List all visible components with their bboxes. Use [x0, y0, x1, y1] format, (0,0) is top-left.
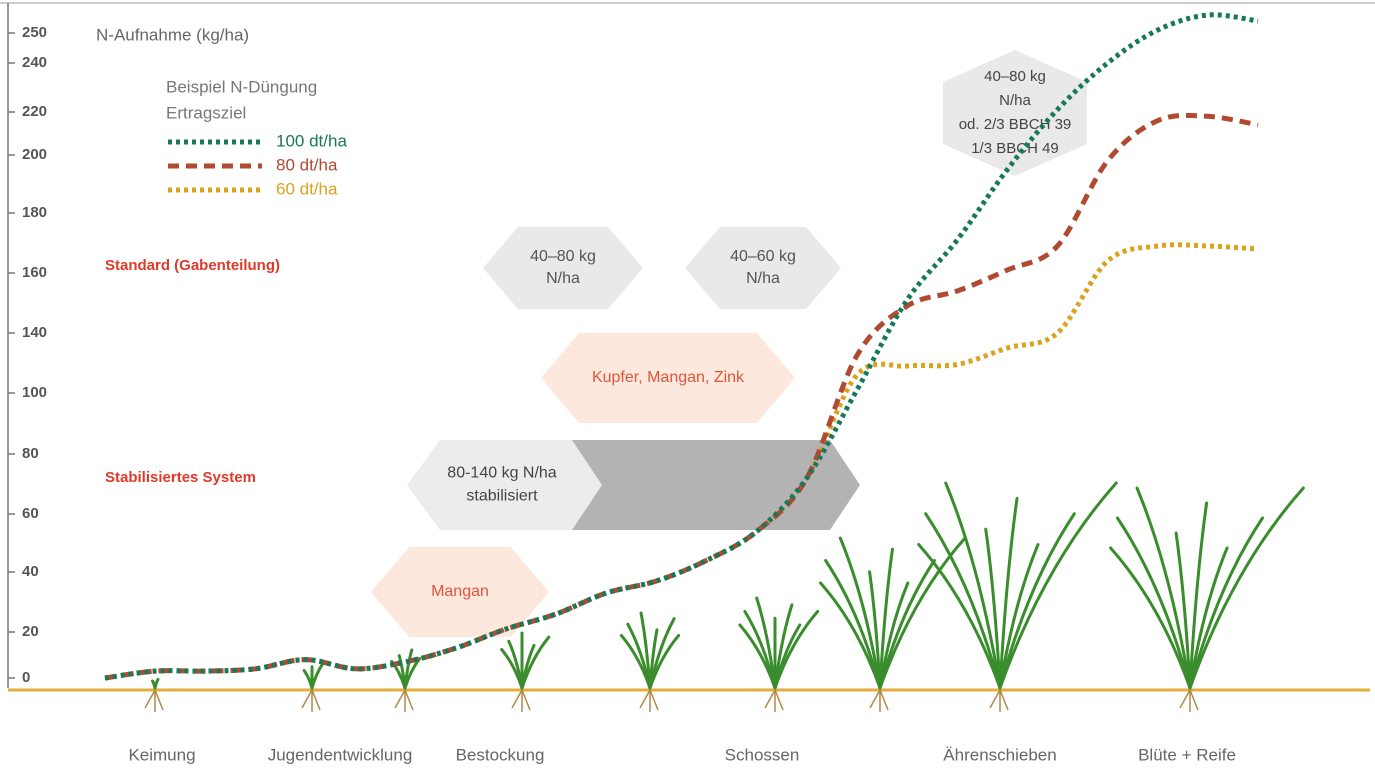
- y-tick-label: 20: [22, 623, 39, 640]
- legend-label: 60 dt/ha: [276, 179, 338, 198]
- plant: [917, 481, 1118, 712]
- application-label: od. 2/3 BBCH 39: [959, 116, 1072, 133]
- legend-title: Beispiel N-Düngung: [166, 77, 317, 96]
- legend-title: Ertragsziel: [166, 103, 246, 122]
- plant-root: [394, 689, 414, 712]
- plant-stem: [1188, 516, 1265, 690]
- y-tick-label: 0: [22, 669, 30, 686]
- plant: [500, 631, 551, 712]
- plant: [1109, 486, 1305, 712]
- plant: [144, 678, 164, 712]
- plant-stem: [998, 481, 1118, 690]
- application-label: N/ha: [999, 92, 1031, 109]
- plant: [619, 611, 681, 712]
- plant-stem: [310, 661, 325, 690]
- plant: [301, 661, 325, 712]
- plant-stem: [998, 496, 1019, 690]
- stage-label: Keimung: [128, 745, 195, 764]
- system-label: Stabilisiertes System: [105, 469, 256, 486]
- plant-root: [869, 689, 889, 712]
- plant-root: [764, 689, 784, 712]
- plant-root: [989, 689, 1009, 712]
- y-tick-label: 240: [22, 54, 47, 71]
- application-label: 40–80 kg: [984, 68, 1046, 85]
- plant-stem: [1109, 546, 1192, 690]
- plant-stem: [838, 536, 882, 690]
- plant-stem: [520, 635, 551, 690]
- application-shape: [407, 440, 602, 530]
- plant-stem: [924, 512, 1002, 690]
- plant-root: [511, 689, 531, 712]
- plant-stem: [917, 543, 1002, 690]
- stage-label: Bestockung: [456, 745, 545, 764]
- series-line: [104, 12, 1259, 681]
- plant-root: [144, 689, 164, 712]
- application-shape: [685, 227, 841, 309]
- y-tick-label: 220: [22, 103, 47, 120]
- plant-stem: [1115, 516, 1192, 690]
- plant: [818, 536, 967, 712]
- y-tick-label: 180: [22, 204, 47, 221]
- y-tick-label: 160: [22, 264, 47, 281]
- application-label: stabilisiert: [466, 488, 538, 505]
- y-tick-label: 40: [22, 563, 39, 580]
- stage-label: Schossen: [725, 745, 800, 764]
- application-label: N/ha: [546, 270, 580, 287]
- stage-label: Blüte + Reife: [1138, 745, 1236, 764]
- application-shape: [371, 547, 549, 637]
- application-label: 40–80 kg: [530, 248, 596, 265]
- y-tick-label: 200: [22, 146, 47, 163]
- application-label: 40–60 kg: [730, 248, 796, 265]
- stage-label: Jugendentwicklung: [268, 745, 413, 764]
- system-label: Standard (Gabenteilung): [105, 257, 280, 274]
- plant-root: [639, 689, 659, 712]
- y-tick-label: 250: [22, 24, 47, 41]
- chart-title: N-Aufnahme (kg/ha): [96, 25, 249, 44]
- legend-label: 80 dt/ha: [276, 155, 338, 174]
- application-label: 80-140 kg N/ha: [447, 465, 557, 482]
- plant-stem: [868, 570, 882, 690]
- application-shape: [560, 440, 860, 530]
- plant-stem: [944, 481, 1002, 690]
- stage-label: Ährenschieben: [943, 745, 1056, 764]
- plant-stem: [648, 634, 681, 690]
- application-label: Mangan: [431, 583, 489, 600]
- plant-stem: [998, 543, 1040, 690]
- plant-stem: [1188, 546, 1229, 690]
- plant-stem: [1174, 531, 1192, 690]
- plant-root: [301, 689, 321, 712]
- plant-stem: [773, 610, 820, 690]
- y-tick-label: 100: [22, 384, 47, 401]
- plant-stem: [998, 512, 1076, 690]
- plant-stem: [1188, 486, 1305, 690]
- application-label: Kupfer, Mangan, Zink: [592, 369, 745, 386]
- y-tick-label: 80: [22, 445, 39, 462]
- application-shape: [943, 50, 1087, 176]
- plant-stem: [878, 536, 967, 690]
- application-shape: [541, 333, 795, 423]
- plant-stem: [1188, 501, 1209, 690]
- plant-root: [1179, 689, 1199, 712]
- y-tick-label: 140: [22, 324, 47, 341]
- plant-stem: [824, 559, 882, 690]
- plant-stem: [153, 678, 160, 690]
- plant-stem: [878, 547, 894, 690]
- application-shape: [483, 227, 643, 309]
- application-label: N/ha: [746, 270, 780, 287]
- plant: [738, 596, 820, 712]
- plant-stem: [1135, 486, 1192, 690]
- application-label: 1/3 BBCH 49: [971, 140, 1059, 157]
- legend-label: 100 dt/ha: [276, 131, 347, 150]
- y-tick-label: 60: [22, 505, 39, 522]
- plant-stem: [984, 527, 1002, 690]
